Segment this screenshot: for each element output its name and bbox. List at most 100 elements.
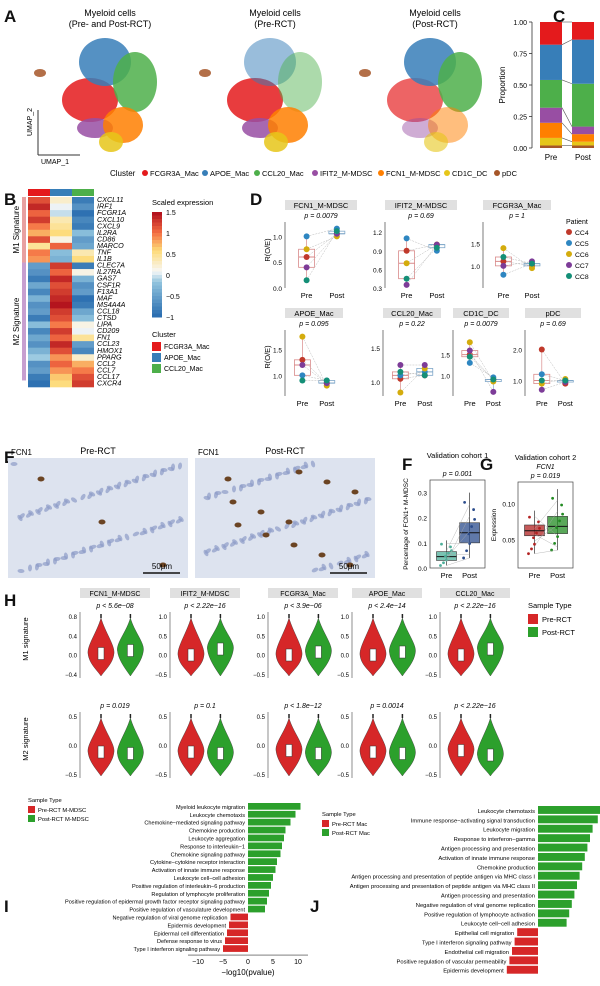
heatmap-gene-label: LIPA bbox=[97, 320, 112, 329]
d-pair-line bbox=[541, 349, 566, 384]
heatmap-cluster-swatch bbox=[152, 353, 161, 362]
panelF-pair-line bbox=[446, 553, 470, 555]
h-pvalue: p < 3.9e−06 bbox=[283, 603, 321, 610]
umap-xlabel: UMAP_1 bbox=[41, 159, 69, 166]
d-xtick: Pre bbox=[395, 399, 407, 408]
d-legend-swatch bbox=[566, 229, 572, 235]
j-bar bbox=[506, 965, 538, 974]
h-ytick: −0.4 bbox=[65, 673, 78, 679]
h-violin bbox=[477, 717, 504, 777]
d-point-post bbox=[528, 260, 535, 267]
d-pvalue: p = 0.22 bbox=[398, 321, 425, 328]
heatmap-cell bbox=[50, 223, 72, 231]
h-inner-box bbox=[369, 648, 377, 662]
umap-panel: Myeloid cells(Pre- and Post-RCT)Myeloid … bbox=[34, 8, 482, 152]
heatmap-cluster-bar bbox=[72, 189, 94, 196]
i-bar bbox=[248, 874, 273, 881]
h-inner-box bbox=[369, 745, 377, 759]
ihc-nucleus bbox=[345, 503, 351, 511]
panelF-point bbox=[468, 542, 471, 545]
h-pvalue: p < 5.6e−08 bbox=[95, 603, 133, 610]
d-legend-title: Patient bbox=[566, 219, 588, 226]
h-ytick: −0.5 bbox=[337, 773, 350, 779]
d-pair-line bbox=[302, 336, 327, 386]
heatmap-scale-tick: 1 bbox=[166, 231, 170, 238]
h-legend-label: Pre-RCT bbox=[542, 615, 572, 624]
ihc-positive-cell bbox=[346, 562, 354, 568]
heatmap-cluster-bar bbox=[28, 189, 50, 196]
d-point-post bbox=[490, 388, 497, 395]
h-violin bbox=[275, 617, 303, 677]
heatmap-gene-label: IL1B bbox=[97, 254, 112, 263]
heatmap-cluster-label: APOE_Mac bbox=[164, 355, 201, 362]
panelF-point bbox=[472, 508, 475, 511]
d-strip bbox=[525, 308, 581, 318]
d-strip bbox=[385, 200, 457, 210]
d-legend-swatch bbox=[566, 251, 572, 257]
h-ytick: 1.0 bbox=[341, 615, 350, 621]
heatmap-cell bbox=[28, 380, 50, 388]
heatmap-cell bbox=[72, 341, 94, 348]
h-legend-title: Sample Type bbox=[528, 601, 572, 610]
heatmap-scale-tick: 0 bbox=[166, 273, 170, 280]
c-ytick-label: 1.00 bbox=[513, 20, 527, 27]
i-bar bbox=[248, 842, 282, 850]
d-ytick: 0.5 bbox=[273, 260, 282, 267]
d-strip bbox=[285, 200, 357, 210]
j-bar-label: Type I interferon signaling pathway bbox=[422, 941, 512, 947]
h-col-title: APOE_Mac bbox=[369, 591, 406, 598]
heatmap-scale-title: Scaled expression bbox=[152, 198, 213, 207]
umap-title-line2: (Pre- and Post-RCT) bbox=[69, 19, 152, 29]
panelG-ylabel: Expression bbox=[491, 509, 498, 542]
ihc-nucleus bbox=[123, 480, 129, 488]
cluster-legend-swatch bbox=[444, 170, 450, 176]
ihc-nucleus bbox=[52, 557, 58, 565]
h-violin bbox=[117, 717, 144, 777]
panel-label-A: A bbox=[4, 7, 16, 26]
d-point-pre bbox=[299, 356, 306, 363]
h-violin bbox=[177, 617, 205, 677]
j-legend-swatch bbox=[322, 829, 329, 836]
cluster-legend-item: CD1C_DC bbox=[452, 169, 488, 178]
panelG-point bbox=[538, 526, 541, 530]
panel-label-I: I bbox=[4, 897, 9, 916]
heatmap-gene-label: CXCR4 bbox=[97, 379, 121, 388]
d-pvalue: p = 0.0079 bbox=[463, 321, 497, 328]
d-point-pre bbox=[500, 262, 507, 269]
heatmap-cluster-label: CCL20_Mac bbox=[164, 366, 203, 373]
panelF-ytick: 0.0 bbox=[418, 566, 427, 573]
umap-title-line1: Myeloid cells bbox=[409, 8, 461, 18]
ihc-positive-cell bbox=[290, 542, 298, 548]
heatmap-cell bbox=[28, 197, 50, 204]
d-point-post bbox=[528, 265, 535, 272]
d-pair-line bbox=[306, 231, 338, 281]
heatmap-cell bbox=[50, 282, 72, 290]
heatmap-cell bbox=[72, 308, 94, 316]
cluster-legend-item: IFIT2_M-MDSC bbox=[320, 169, 373, 178]
d-pair-line bbox=[541, 378, 566, 384]
heatmap-cell bbox=[28, 321, 50, 329]
umap-title-line1: Myeloid cells bbox=[84, 8, 136, 18]
ihc-nucleus bbox=[309, 515, 315, 523]
h-ytick: 0.5 bbox=[341, 634, 350, 640]
j-bar-label: Epithelial cell migration bbox=[455, 931, 514, 937]
umap-cluster-APOE_Mac bbox=[244, 38, 296, 86]
j-bar-label: Endothelial cell migration bbox=[445, 950, 509, 956]
panelG-title: Validation cohort 2 bbox=[515, 453, 577, 462]
h-pvalue: p = 0.0014 bbox=[369, 703, 403, 710]
i-legend-swatch bbox=[28, 815, 35, 822]
heatmap-cluster-label: FCGR3A_Mac bbox=[164, 344, 210, 351]
heatmap-panel: M1 Signature M2 Signature CXCL11IRF1FCGR1A… bbox=[12, 189, 213, 388]
d-point-pre bbox=[403, 260, 410, 267]
d-xtick: Pre bbox=[536, 399, 548, 408]
heatmap-cell bbox=[72, 203, 94, 211]
i-bar-label: Chemokine signaling pathway bbox=[171, 852, 246, 858]
d-subplot-title: CCL20_Mac bbox=[391, 309, 433, 318]
h-pvalue: p < 2.22e−16 bbox=[453, 703, 495, 710]
d-pair-line bbox=[302, 375, 327, 381]
heatmap-scale-step bbox=[152, 303, 162, 307]
panelF-title: Validation cohort 1 bbox=[427, 451, 489, 460]
heatmap-scale-step bbox=[152, 289, 162, 293]
ihc-nucleus bbox=[167, 466, 175, 472]
d-xtick: Post bbox=[429, 291, 445, 300]
